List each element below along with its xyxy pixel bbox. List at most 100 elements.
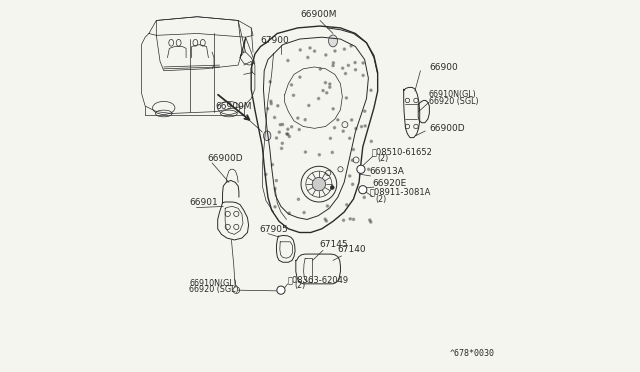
Circle shape <box>305 151 307 153</box>
Ellipse shape <box>328 35 337 47</box>
Circle shape <box>279 124 282 126</box>
Circle shape <box>298 198 300 201</box>
Circle shape <box>348 64 349 67</box>
Text: 67145: 67145 <box>319 240 348 249</box>
Circle shape <box>287 133 289 135</box>
Circle shape <box>278 131 280 133</box>
Circle shape <box>364 125 366 127</box>
Circle shape <box>353 218 355 221</box>
Circle shape <box>322 90 324 92</box>
Circle shape <box>277 286 285 294</box>
Circle shape <box>331 151 333 154</box>
Circle shape <box>324 81 326 84</box>
Circle shape <box>362 74 364 77</box>
Text: 67905: 67905 <box>259 225 288 234</box>
Circle shape <box>276 105 279 107</box>
Circle shape <box>291 84 292 86</box>
Circle shape <box>349 175 351 177</box>
Circle shape <box>270 100 272 102</box>
Circle shape <box>319 68 321 70</box>
Text: Ⓞ08911-3081A: Ⓞ08911-3081A <box>369 188 431 197</box>
Circle shape <box>298 128 300 131</box>
Text: (2): (2) <box>375 195 387 203</box>
Circle shape <box>292 94 294 96</box>
Circle shape <box>354 61 356 64</box>
Text: N: N <box>360 187 365 193</box>
Circle shape <box>309 47 311 49</box>
Circle shape <box>326 205 328 207</box>
Circle shape <box>269 81 271 83</box>
Circle shape <box>326 92 328 94</box>
Circle shape <box>342 219 345 221</box>
Circle shape <box>355 69 356 71</box>
Circle shape <box>271 164 273 166</box>
Text: 66913A: 66913A <box>369 167 404 176</box>
Circle shape <box>342 67 344 69</box>
Circle shape <box>352 148 355 151</box>
Circle shape <box>288 212 291 214</box>
Text: Ⓝ08510-61652: Ⓝ08510-61652 <box>371 147 432 156</box>
Text: 66910N(GL): 66910N(GL) <box>429 90 477 99</box>
Circle shape <box>297 117 299 119</box>
Text: 66920 (SGL): 66920 (SGL) <box>189 285 239 294</box>
Circle shape <box>351 183 354 185</box>
Circle shape <box>370 89 372 92</box>
Circle shape <box>299 49 301 51</box>
Text: 66901: 66901 <box>189 198 218 207</box>
Circle shape <box>265 173 267 176</box>
Circle shape <box>288 135 291 138</box>
Text: 66900M: 66900M <box>300 10 337 19</box>
Circle shape <box>324 54 327 56</box>
Text: 66900: 66900 <box>429 63 458 72</box>
Circle shape <box>324 218 326 220</box>
Circle shape <box>332 64 334 67</box>
Circle shape <box>291 126 292 128</box>
Text: S: S <box>278 287 284 293</box>
Circle shape <box>275 179 278 182</box>
Circle shape <box>266 108 269 110</box>
Circle shape <box>364 110 366 112</box>
Circle shape <box>342 130 344 132</box>
Circle shape <box>318 154 321 156</box>
Circle shape <box>370 140 372 142</box>
Circle shape <box>346 97 348 99</box>
Circle shape <box>355 128 357 130</box>
Circle shape <box>325 220 328 222</box>
Circle shape <box>362 62 364 64</box>
Circle shape <box>370 221 372 223</box>
Circle shape <box>344 73 347 75</box>
Text: 66900D: 66900D <box>429 124 465 133</box>
Circle shape <box>349 137 351 140</box>
Text: S: S <box>358 166 364 172</box>
Circle shape <box>334 50 336 52</box>
Text: (2): (2) <box>378 154 389 163</box>
Circle shape <box>270 103 272 105</box>
Text: 66910N(GL): 66910N(GL) <box>189 279 237 288</box>
Circle shape <box>351 159 353 161</box>
Circle shape <box>314 50 316 52</box>
Text: 66900D: 66900D <box>207 154 243 163</box>
Circle shape <box>329 83 331 85</box>
Circle shape <box>287 60 289 62</box>
Text: ^678*0030: ^678*0030 <box>450 349 495 358</box>
Circle shape <box>367 168 370 170</box>
Circle shape <box>337 119 339 121</box>
Circle shape <box>282 124 284 126</box>
Ellipse shape <box>264 131 271 141</box>
Circle shape <box>273 116 276 119</box>
Circle shape <box>275 137 278 139</box>
Text: 67900: 67900 <box>260 36 289 45</box>
Circle shape <box>357 165 365 173</box>
Circle shape <box>274 206 276 208</box>
Text: 66920 (SGL): 66920 (SGL) <box>429 97 479 106</box>
Circle shape <box>280 147 283 150</box>
Circle shape <box>299 76 301 78</box>
Text: 66920E: 66920E <box>372 179 406 187</box>
Text: (2): (2) <box>294 281 305 290</box>
Circle shape <box>369 219 371 221</box>
Text: 67140: 67140 <box>338 246 367 254</box>
Circle shape <box>333 126 335 129</box>
Circle shape <box>287 128 289 130</box>
Circle shape <box>358 186 367 194</box>
Circle shape <box>360 167 362 169</box>
